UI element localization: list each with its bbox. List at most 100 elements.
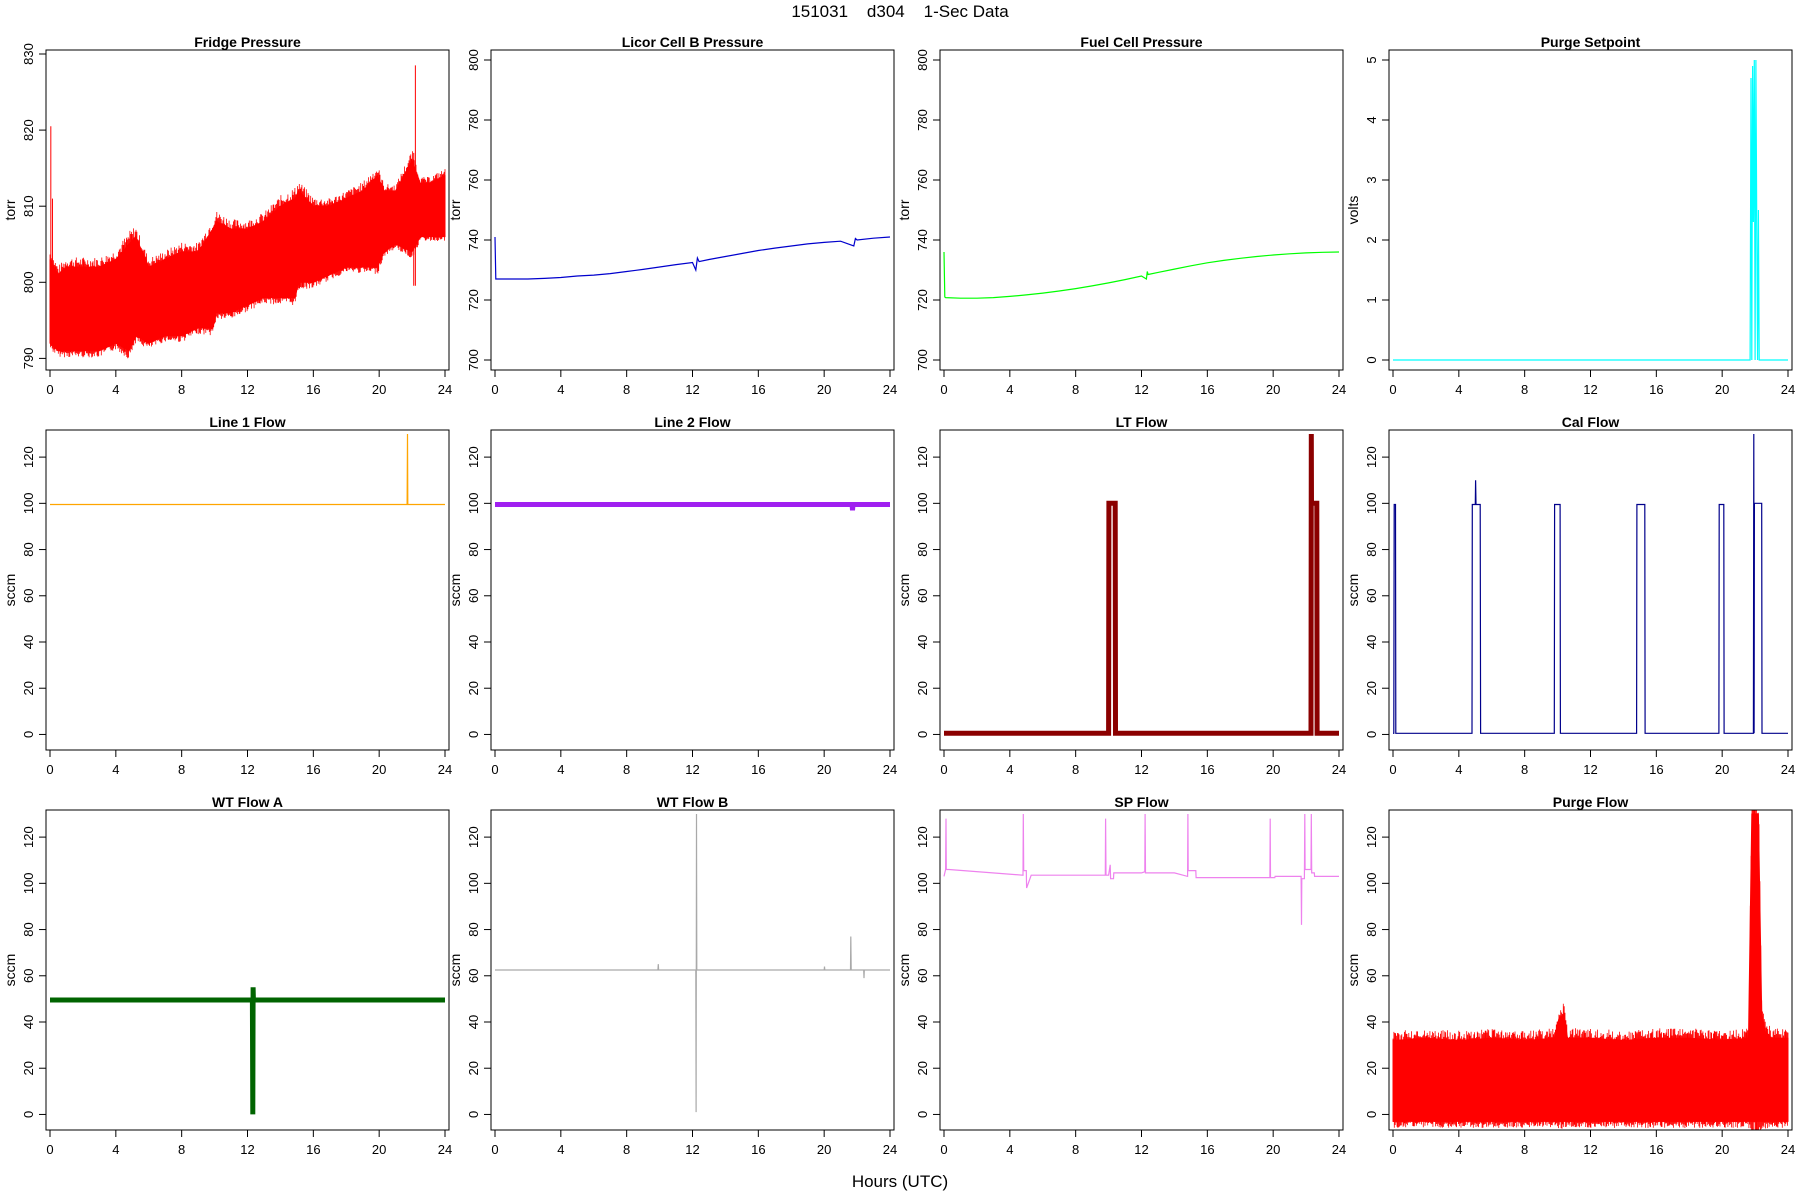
x-axis-title: Hours (UTC) [851,1172,949,1191]
y-tick-label: 120 [21,826,36,848]
y-tick-label: 120 [466,446,481,468]
chart-title: Line 2 Flow [654,414,730,430]
plot-frame [939,429,1344,751]
x-tick-label: 24 [438,382,452,397]
y-tick-label: 20 [466,681,481,695]
chart-panel: Cal Flow sccm 0 4 8 12 16 20 24 0 20 40 60 80 100 120 [1345,414,1795,777]
y-tick-label: 80 [466,922,481,936]
y-tick-label: 80 [1364,922,1379,936]
chart-title: Purge Flow [1553,794,1629,810]
y-tick-label: 0 [915,1111,930,1118]
plot-area [495,813,890,1113]
y-tick-label: 830 [21,43,36,65]
x-tick-label: 12 [685,1142,699,1157]
x-tick-label: 20 [817,762,831,777]
y-tick-label: 120 [21,446,36,468]
x-tick-label: 16 [1649,382,1663,397]
y-axis-label: torr [447,199,463,220]
page-title: 151031 d304 1-Sec Data [791,2,1009,21]
y-tick-label: 80 [21,542,36,556]
plot-frame [490,429,895,751]
chart-panel: Fuel Cell Pressure torr 0 4 8 12 16 20 24 700 720 7… [896,34,1346,397]
y-tick-label: 0 [466,731,481,738]
y-tick-label: 20 [21,1061,36,1075]
x-tick-label: 0 [46,1142,53,1157]
x-tick-label: 12 [685,762,699,777]
y-tick-label: 20 [1364,681,1379,695]
y-tick-label: 60 [915,969,930,983]
x-tick-label: 24 [883,1142,897,1157]
x-tick-label: 16 [306,1142,320,1157]
chart-panel: Line 1 Flow sccm 0 4 8 12 16 20 24 0 20 40 60 80 100 12… [2,414,452,777]
y-tick-label: 40 [466,635,481,649]
data-line [495,813,890,1113]
plot-area [1393,433,1788,734]
chart-panel: WT Flow B sccm 0 4 8 12 16 20 24 0 20 40 60 80 100 120 [447,794,897,1157]
x-tick-label: 20 [1715,762,1729,777]
y-tick-label: 5 [1364,56,1379,63]
x-tick-label: 4 [1006,762,1013,777]
y-tick-label: 760 [466,169,481,191]
x-tick-label: 8 [1521,762,1528,777]
x-tick-label: 12 [1583,1142,1597,1157]
x-tick-label: 20 [1266,762,1280,777]
chart-panel: WT Flow A sccm 0 4 8 12 16 20 24 0 20 40 60 80 100 120 [2,794,452,1157]
x-tick-label: 24 [1332,1142,1346,1157]
x-tick-label: 24 [438,762,452,777]
y-tick-label: 20 [915,681,930,695]
x-tick-label: 12 [685,382,699,397]
y-axis-label: sccm [1345,954,1361,987]
x-tick-label: 0 [491,382,498,397]
y-tick-label: 40 [21,1015,36,1029]
x-tick-label: 16 [306,762,320,777]
y-tick-label: 0 [1364,356,1379,363]
x-tick-label: 0 [1389,762,1396,777]
plot-frame [490,809,895,1131]
plot-frame [1388,809,1793,1131]
y-axis-label: sccm [447,574,463,607]
y-tick-label: 0 [466,1111,481,1118]
x-tick-label: 0 [491,762,498,777]
plot-area [494,236,891,280]
chart-title: Line 1 Flow [209,414,285,430]
x-tick-label: 4 [557,1142,564,1157]
plot-frame [939,809,1344,1131]
y-axis-label: sccm [2,574,18,607]
x-tick-label: 24 [1781,762,1795,777]
x-tick-label: 8 [178,762,185,777]
x-tick-label: 12 [240,382,254,397]
y-tick-label: 120 [915,826,930,848]
y-tick-label: 40 [1364,1015,1379,1029]
y-tick-label: 0 [21,1111,36,1118]
chart-title: LT Flow [1116,414,1168,430]
plot-area [1392,810,1789,1130]
x-tick-label: 20 [1715,382,1729,397]
y-tick-label: 100 [915,492,930,514]
data-line [50,433,445,506]
y-tick-label: 40 [1364,635,1379,649]
x-tick-label: 0 [940,1142,947,1157]
x-tick-label: 8 [623,762,630,777]
chart-panel: Fridge Pressure torr 0 4 8 12 16 20 24 790 800 810 8… [2,34,452,397]
y-axis-label: sccm [896,954,912,987]
chart-title: Fuel Cell Pressure [1080,34,1202,50]
x-tick-label: 20 [372,1142,386,1157]
y-tick-label: 780 [466,109,481,131]
x-tick-label: 4 [1455,762,1462,777]
x-tick-label: 12 [1583,762,1597,777]
y-tick-label: 80 [466,542,481,556]
x-tick-label: 20 [1715,1142,1729,1157]
plot-frame [45,49,450,371]
y-tick-label: 40 [915,1015,930,1029]
data-noise [49,151,446,359]
x-tick-label: 20 [1266,382,1280,397]
x-tick-label: 4 [112,382,119,397]
y-tick-label: 40 [466,1015,481,1029]
y-tick-label: 20 [21,681,36,695]
x-tick-label: 24 [1781,1142,1795,1157]
y-tick-label: 20 [915,1061,930,1075]
x-tick-label: 8 [623,382,630,397]
x-tick-label: 0 [491,1142,498,1157]
